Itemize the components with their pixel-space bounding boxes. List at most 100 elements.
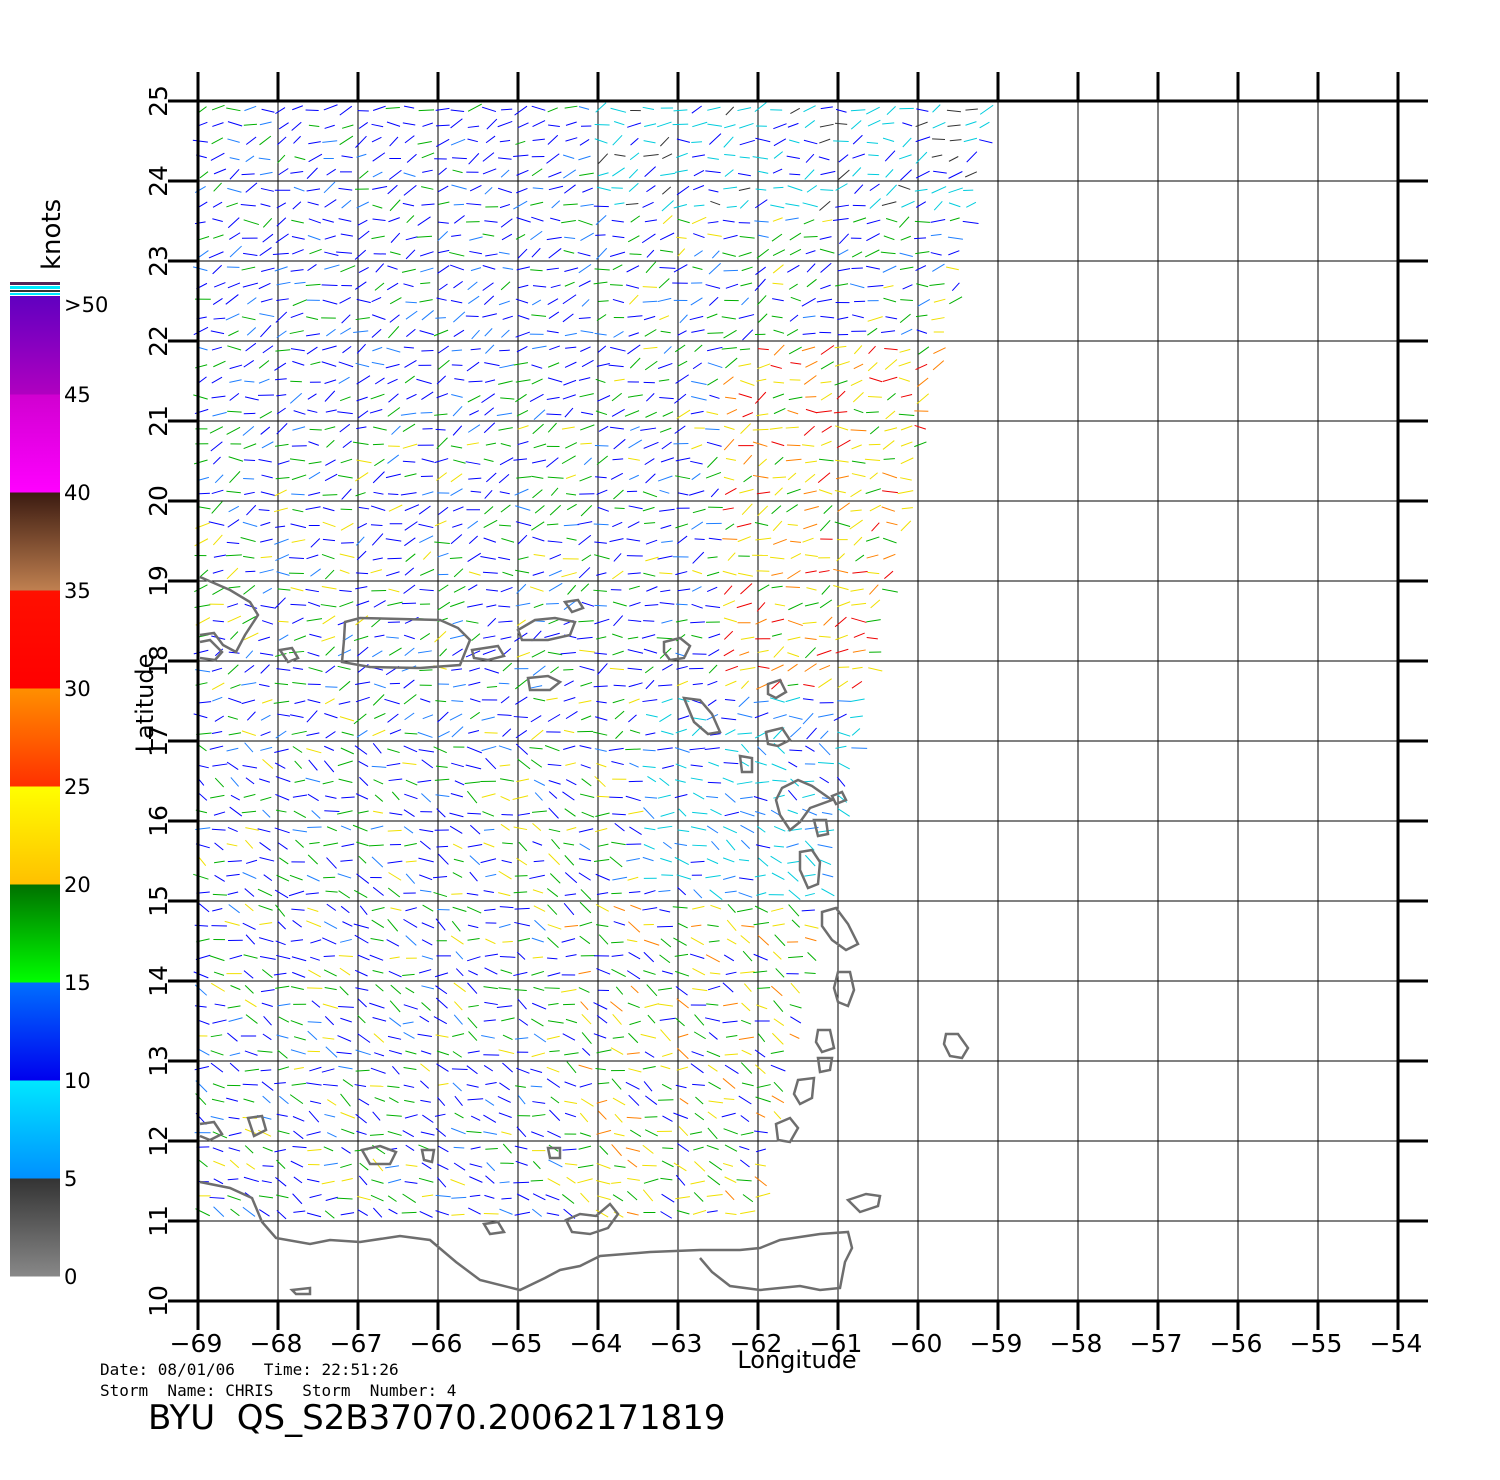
wind-vector: [480, 858, 497, 864]
wind-vector: [690, 297, 703, 306]
wind-vector: [611, 968, 626, 977]
wind-vector: [276, 571, 290, 576]
wind-vector: [371, 123, 384, 128]
wind-vector: [211, 137, 224, 145]
wind-vector: [627, 235, 640, 243]
wind-vector: [385, 538, 402, 542]
wind-vector: [244, 380, 255, 383]
wind-vector: [737, 732, 753, 735]
wind-vector: [356, 646, 369, 657]
wind-vector: [866, 637, 878, 640]
wind-vector: [452, 523, 463, 528]
wind-vector: [454, 780, 465, 786]
wind-vector: [772, 298, 784, 302]
wind-vector: [786, 843, 799, 848]
wind-vector: [790, 982, 800, 994]
wind-vector: [625, 284, 640, 289]
wind-vector: [404, 521, 418, 531]
wind-vector: [883, 285, 894, 289]
wind-vector: [323, 1146, 334, 1152]
wind-vector: [260, 746, 273, 751]
wind-vector: [418, 523, 434, 529]
wind-vector: [692, 1083, 705, 1086]
wind-vector: [417, 731, 433, 738]
wind-vector: [533, 860, 545, 863]
wind-vector: [533, 603, 544, 609]
wind-vector: [277, 921, 287, 930]
wind-vector: [647, 1014, 656, 1024]
wind-vector: [612, 264, 623, 271]
wind-vector: [289, 874, 303, 881]
wind-vector: [437, 230, 449, 241]
wind-vector: [484, 1194, 495, 1199]
wind-vector: [818, 635, 831, 638]
wind-vector: [420, 411, 433, 414]
wind-vector: [966, 201, 977, 208]
wind-vector: [659, 713, 672, 723]
wind-vector: [662, 1052, 673, 1057]
wind-vector: [692, 154, 706, 158]
wind-vector: [706, 441, 722, 447]
wind-vector: [228, 732, 242, 736]
wind-vector: [342, 921, 353, 927]
wind-vector: [627, 122, 642, 128]
wind-vector: [630, 215, 641, 223]
wind-vector: [211, 104, 225, 111]
wind-vector: [708, 1081, 721, 1090]
wind-vector: [258, 683, 270, 688]
wind-vector: [212, 411, 227, 417]
wind-vector: [275, 985, 290, 989]
wind-vector: [674, 344, 686, 353]
wind-vector: [275, 311, 288, 323]
wind-vector: [548, 807, 559, 819]
wind-vector: [516, 346, 528, 353]
wind-vector: [388, 504, 403, 512]
wind-vector: [551, 200, 561, 209]
wind-vector: [356, 343, 366, 354]
wind-vector: [725, 357, 738, 369]
wind-vector: [449, 634, 465, 640]
coastline: [199, 1180, 854, 1292]
wind-vector: [756, 825, 766, 833]
wind-vector: [722, 982, 734, 993]
wind-vector: [725, 680, 737, 687]
wind-vector: [405, 860, 417, 863]
wind-vector: [499, 457, 514, 466]
wind-vector: [450, 264, 465, 271]
wind-vector: [276, 1113, 288, 1117]
wind-vector: [499, 139, 511, 143]
wind-vector: [738, 696, 750, 708]
wind-vector: [770, 985, 783, 997]
wind-vector: [212, 1147, 224, 1153]
wind-vector: [388, 217, 400, 223]
wind-vector: [707, 1175, 721, 1186]
wind-vector: [439, 648, 448, 657]
wind-vector: [805, 360, 818, 368]
wind-vector: [594, 604, 607, 607]
wind-vector: [466, 361, 480, 372]
wind-vector: [257, 1129, 272, 1137]
wind-vector: [483, 458, 494, 463]
wind-vector: [438, 201, 450, 205]
wind-vector: [819, 519, 831, 532]
wind-vector: [422, 1114, 434, 1123]
wind-vector: [498, 870, 512, 880]
wind-vector: [644, 1116, 658, 1118]
wind-vector: [208, 251, 224, 259]
wind-vector: [547, 476, 564, 479]
wind-vector: [230, 1208, 240, 1217]
wind-vector: [455, 951, 464, 960]
coastline: [199, 638, 224, 662]
wind-vector: [454, 378, 465, 381]
wind-vector: [259, 569, 274, 574]
wind-vector: [309, 1194, 322, 1199]
wind-vector: [355, 472, 369, 482]
wind-vector: [693, 233, 705, 239]
wind-vector: [819, 236, 832, 240]
wind-vector: [644, 1129, 658, 1137]
wind-vector: [291, 1082, 307, 1086]
wind-vector: [580, 330, 594, 334]
wind-vector: [227, 187, 242, 193]
wind-vector: [756, 491, 771, 495]
wind-vector: [338, 1006, 354, 1008]
